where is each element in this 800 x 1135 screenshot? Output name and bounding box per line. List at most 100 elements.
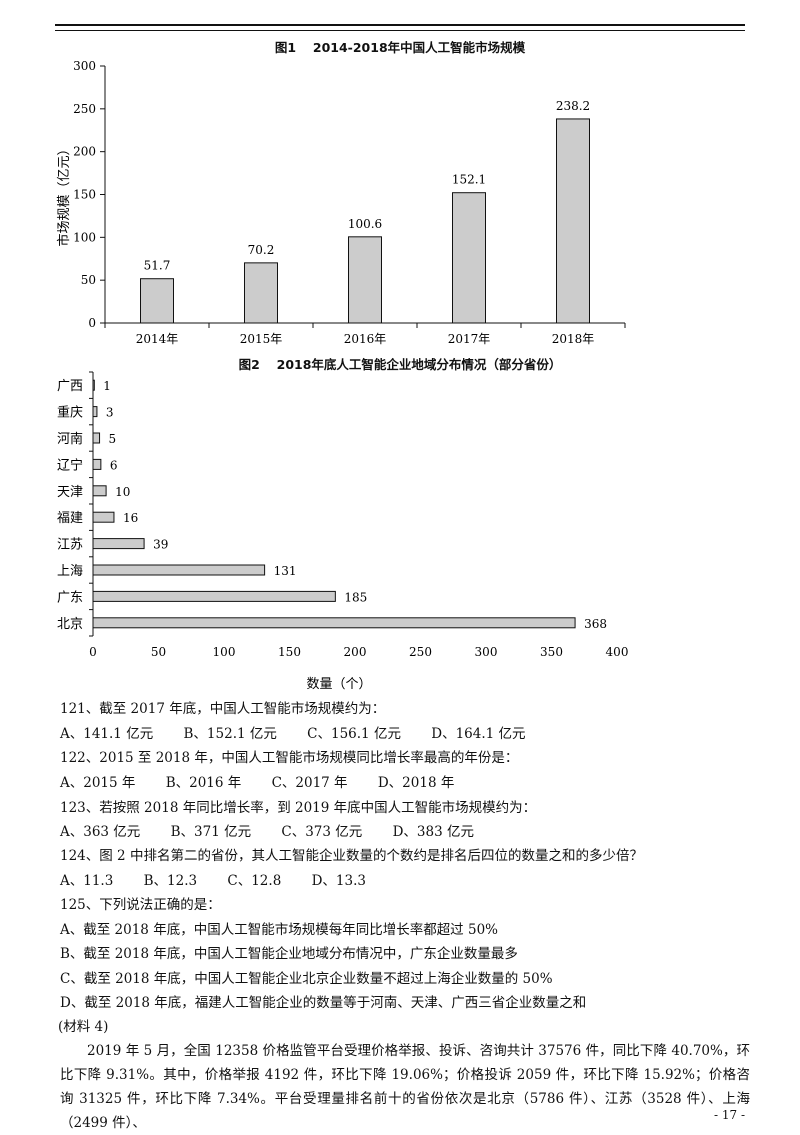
category-label: 广东: [57, 590, 83, 605]
option-a: A、141.1 亿元: [60, 726, 154, 742]
data-label: 5: [109, 432, 117, 446]
bar: [556, 118, 590, 324]
page-number: - 17 -: [713, 1108, 745, 1122]
question-121-options: A、141.1 亿元 B、152.1 亿元 C、156.1 亿元 D、164.1…: [60, 722, 552, 742]
option-c: C、156.1 亿元: [307, 726, 401, 742]
bar: [92, 432, 101, 444]
data-label: 3: [106, 406, 114, 420]
question-125-stem: 125、下列说法正确的是：: [60, 897, 221, 913]
bar: [92, 617, 576, 629]
bar: [92, 538, 145, 550]
x-tick-label: 400: [606, 645, 629, 659]
material-paragraph: 2019 年 5 月，全国 12358 价格监管平台受理价格举报、投诉、咨询共计…: [60, 1043, 750, 1131]
y-tick-label: 200: [73, 145, 96, 159]
bar: [452, 192, 486, 324]
bar: [92, 485, 107, 497]
category-label: 河南: [57, 431, 83, 447]
question-123-options: A、363 亿元 B、371 亿元 C、373 亿元 D、383 亿元: [60, 820, 500, 840]
category-label: 广西: [57, 379, 83, 394]
x-tick-label: 100: [213, 645, 236, 659]
option-a: A、363 亿元: [60, 824, 141, 840]
bar: [92, 379, 95, 391]
bar: [92, 511, 115, 523]
option-c: C、12.8: [227, 873, 282, 889]
y-tick-label: 250: [73, 102, 96, 116]
bar: [92, 458, 102, 470]
option-c: C、373 亿元: [281, 824, 363, 840]
x-tick-label: 250: [409, 645, 432, 659]
option-c: C、2017 年: [271, 775, 348, 791]
option-d: D、13.3: [311, 873, 366, 889]
data-label: 100.6: [348, 217, 382, 231]
y-tick-label: 50: [81, 273, 96, 287]
data-label: 6: [110, 458, 118, 472]
question-125-option-a: A、截至 2018 年底，中国人工智能市场规模每年同比增长率都超过 50%: [60, 922, 498, 938]
option-b: B、2016 年: [165, 775, 242, 791]
question-122-stem: 122、2015 至 2018 年，中国人工智能市场规模同比增长率最高的年份是：: [60, 750, 519, 766]
question-125-option-c: C、截至 2018 年底，中国人工智能企业北京企业数量不超过上海企业数量的 50…: [60, 971, 553, 987]
x-tick-label: 350: [540, 645, 563, 659]
question-123-stem: 123、若按照 2018 年同比增长率，到 2019 年底中国人工智能市场规模约…: [60, 800, 537, 816]
header-rule-thin: [55, 30, 745, 31]
figure1-bar-chart: 0 50 100 150 200 250 300 市场规模（亿元） 51.7 2014年 70.2 2…: [56, 59, 626, 346]
question-125-option-b: B、截至 2018 年底，中国人工智能企业地域分布情况中，广东企业数量最多: [60, 946, 518, 962]
question-124-options: A、11.3 B、12.3 C、12.8 D、13.3: [60, 869, 392, 889]
option-b: B、371 亿元: [170, 824, 252, 840]
option-a: A、11.3: [60, 873, 114, 889]
category-label: 上海: [57, 564, 83, 579]
question-121-stem: 121、截至 2017 年底，中国人工智能市场规模约为：: [60, 701, 386, 717]
x-tick-label: 2018年: [552, 332, 595, 346]
category-label: 天津: [57, 485, 83, 500]
figure1-title: 图1 2014-2018年中国人工智能市场规模: [274, 40, 526, 55]
data-label: 10: [115, 485, 130, 499]
data-label: 51.7: [144, 259, 171, 273]
header-rule-thick: [55, 24, 745, 26]
data-label: 1: [103, 379, 111, 393]
x-tick-label: 150: [278, 645, 301, 659]
option-d: D、383 亿元: [392, 824, 474, 840]
category-label: 北京: [57, 617, 83, 632]
y-axis-label: 市场规模（亿元）: [56, 142, 72, 246]
data-label: 70.2: [248, 243, 275, 257]
data-label: 152.1: [452, 173, 486, 187]
question-122-options: A、2015 年 B、2016 年 C、2017 年 D、2018 年: [60, 771, 480, 791]
x-axis-label: 数量（个）: [306, 677, 371, 692]
bar: [92, 564, 266, 576]
x-tick-label: 2014年: [136, 332, 179, 346]
bar: [140, 278, 174, 324]
question-124-stem: 124、图 2 中排名第二的省份，其人工智能企业数量的个数约是排名后四位的数量之…: [60, 848, 643, 864]
category-label: 福建: [57, 511, 83, 526]
data-label: 368: [584, 617, 607, 631]
data-label: 131: [274, 564, 297, 578]
x-tick-label: 2016年: [344, 332, 387, 346]
option-b: B、152.1 亿元: [183, 726, 277, 742]
bar: [92, 590, 336, 602]
y-tick-label: 300: [73, 59, 96, 73]
y-tick-label: 100: [73, 230, 96, 244]
option-d: D、164.1 亿元: [431, 726, 526, 742]
x-tick-label: 50: [151, 645, 166, 659]
bar: [92, 406, 98, 418]
bar: [348, 236, 382, 324]
data-label: 16: [123, 511, 138, 525]
x-tick-label: 200: [344, 645, 367, 659]
x-tick-label: 2017年: [448, 332, 491, 346]
option-b: B、12.3: [143, 873, 198, 889]
question-125-option-d: D、截至 2018 年底，福建人工智能企业的数量等于河南、天津、广西三省企业数量…: [60, 995, 587, 1011]
bar: [244, 262, 278, 324]
x-tick-label: 0: [89, 645, 97, 659]
category-label: 重庆: [57, 405, 83, 421]
option-a: A、2015 年: [60, 775, 136, 791]
x-tick-label: 2015年: [240, 332, 283, 346]
y-tick-label: 150: [73, 188, 96, 202]
category-label: 辽宁: [57, 457, 83, 473]
figure2-bar-chart: 广西 1 重庆 3 河南 5 辽宁 6 天津 10 福建 16 江苏 39 上海 131 广东 185 北京 368 0…: [57, 371, 629, 692]
material-label: (材料 4): [58, 1019, 109, 1035]
data-label: 39: [153, 538, 168, 552]
figure2-title: 图2 2018年底人工智能企业地域分布情况（部分省份）: [238, 357, 562, 372]
data-label: 238.2: [556, 99, 590, 113]
data-label: 185: [344, 590, 367, 604]
category-label: 江苏: [57, 537, 83, 553]
option-d: D、2018 年: [377, 775, 455, 791]
y-tick-label: 0: [88, 316, 96, 330]
